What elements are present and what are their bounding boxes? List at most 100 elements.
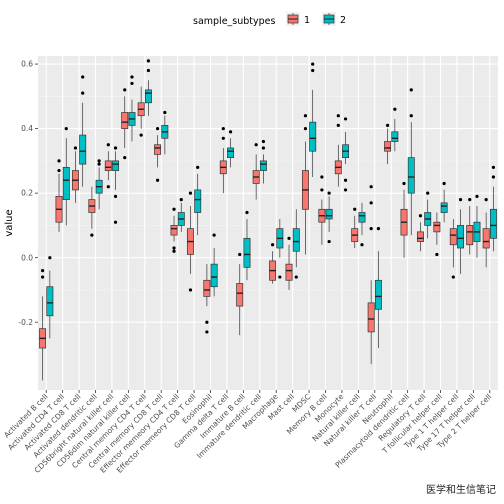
outlier-point xyxy=(139,133,143,137)
box-body xyxy=(416,231,424,242)
legend-item-2: 2 xyxy=(322,12,346,26)
outlier-point xyxy=(155,127,160,131)
box-1-22 xyxy=(400,181,408,258)
outlier-point xyxy=(369,201,373,205)
outlier-point xyxy=(369,185,373,189)
box-1-14 xyxy=(269,243,277,284)
box-body xyxy=(259,160,267,171)
box-2-22 xyxy=(407,88,415,236)
outlier-point xyxy=(458,198,463,202)
y-axis-title: value xyxy=(4,209,15,236)
box-body xyxy=(194,189,202,213)
outlier-point xyxy=(123,156,127,160)
box-body xyxy=(367,302,375,333)
outlier-point xyxy=(303,127,308,131)
box-1-1 xyxy=(55,159,63,232)
outlier-point xyxy=(106,185,110,189)
box-body xyxy=(121,112,129,129)
box-1-11 xyxy=(219,127,227,194)
outlier-point xyxy=(228,130,233,134)
outlier-point xyxy=(123,88,127,92)
box-body xyxy=(309,121,317,152)
legend-label: 2 xyxy=(340,15,346,26)
box-2-20 xyxy=(374,227,382,349)
boxes xyxy=(39,59,497,381)
outlier-point xyxy=(146,68,151,73)
outlier-point xyxy=(343,178,348,182)
outlier-point xyxy=(113,146,118,150)
outlier-point xyxy=(245,210,249,215)
box-1-18 xyxy=(334,114,342,187)
box-2-5 xyxy=(128,75,136,142)
outlier-point xyxy=(491,175,496,179)
box-body xyxy=(144,89,152,104)
box-1-25 xyxy=(449,218,457,279)
outlier-point xyxy=(418,214,423,218)
outlier-point xyxy=(278,275,282,279)
box-1-15 xyxy=(285,236,293,290)
box-2-2 xyxy=(79,75,87,187)
box-1-2 xyxy=(71,146,79,203)
box-body xyxy=(170,225,178,236)
outlier-point xyxy=(188,288,193,292)
outlier-point xyxy=(81,75,85,79)
box-body xyxy=(203,279,211,297)
outlier-point xyxy=(270,243,275,247)
outlier-point xyxy=(303,114,308,118)
y-tick-label: 0.0 xyxy=(21,253,33,262)
y-tick-label: 0.6 xyxy=(21,60,33,69)
box-body xyxy=(79,134,87,165)
box-1-4 xyxy=(104,143,112,189)
y-tick-label: 0.4 xyxy=(21,124,33,133)
outlier-point xyxy=(146,59,151,63)
outlier-point xyxy=(353,207,357,211)
box-1-5 xyxy=(121,88,129,160)
box-1-7 xyxy=(154,127,162,182)
box-2-11 xyxy=(227,130,235,168)
box-body xyxy=(466,225,474,246)
box-1-19 xyxy=(351,207,359,249)
box-body xyxy=(243,237,251,268)
outlier-point xyxy=(97,159,101,163)
outlier-point xyxy=(155,178,160,182)
outlier-point xyxy=(343,188,348,192)
outlier-point xyxy=(369,227,373,231)
box-body xyxy=(482,228,490,249)
box-body xyxy=(285,263,293,281)
outlier-point xyxy=(311,62,315,66)
outlier-point xyxy=(40,275,45,279)
outlier-point xyxy=(113,194,118,198)
box-body xyxy=(374,279,382,310)
box-body xyxy=(210,263,218,288)
outlier-point xyxy=(90,233,94,237)
outlier-point xyxy=(320,175,324,179)
box-1-3 xyxy=(88,186,96,237)
outlier-point xyxy=(451,275,455,279)
box-2-12 xyxy=(243,210,251,281)
box-1-12 xyxy=(236,252,244,336)
box-1-6 xyxy=(137,86,145,137)
outlier-point xyxy=(113,220,118,224)
box-2-9 xyxy=(194,165,202,236)
box-2-21 xyxy=(391,107,399,152)
box-body xyxy=(112,160,120,171)
box-body xyxy=(46,286,54,317)
box-body xyxy=(391,131,399,142)
outlier-point xyxy=(57,168,61,173)
outlier-point xyxy=(261,139,266,144)
outlier-point xyxy=(402,181,406,186)
watermark: 医学和生信笔记 xyxy=(426,485,496,496)
outlier-point xyxy=(327,191,331,195)
box-2-26 xyxy=(473,194,481,258)
box-1-10 xyxy=(203,264,211,334)
legend-item-1: 1 xyxy=(286,12,310,26)
outlier-point xyxy=(385,123,390,127)
outlier-point xyxy=(261,146,266,150)
y-tick-label: 0.2 xyxy=(21,189,33,198)
grid xyxy=(38,56,498,390)
box-2-6 xyxy=(144,59,152,116)
outlier-point xyxy=(409,88,413,92)
outlier-point xyxy=(336,114,340,118)
box-2-25 xyxy=(457,198,465,274)
